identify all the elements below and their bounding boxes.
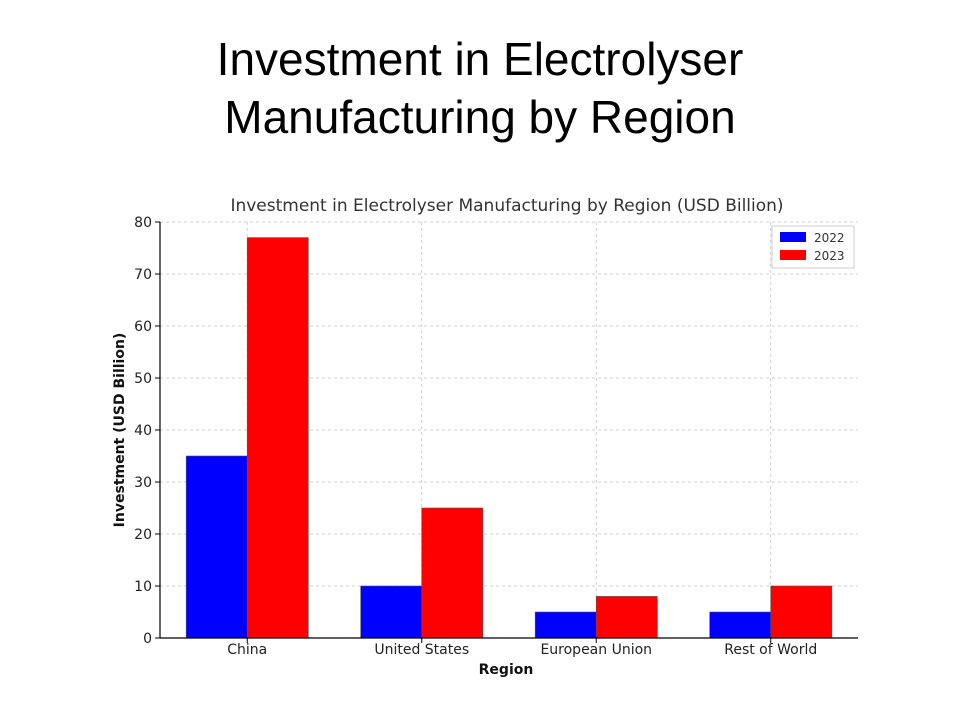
legend-swatch-2023	[780, 250, 806, 260]
bar-2023-china	[246, 237, 309, 639]
chart-title: Investment in Electrolyser Manufacturing…	[230, 196, 783, 216]
bar-2022-rest-of-world	[709, 611, 772, 639]
bars	[185, 237, 833, 639]
y-tick-label: 10	[134, 579, 152, 595]
legend-swatch-2022	[780, 232, 806, 242]
x-tick-label: China	[227, 642, 267, 658]
y-tick-label: 40	[134, 423, 152, 439]
y-tick-label: 20	[134, 527, 152, 543]
bar-2023-united-states	[421, 507, 484, 639]
bar-2023-european-union	[595, 596, 658, 639]
legend-label-2022: 2022	[814, 231, 845, 245]
bar-2022-european-union	[534, 611, 597, 639]
x-tick-label: United States	[374, 642, 469, 658]
y-axis-label: Investment (USD Billion)	[112, 333, 128, 528]
x-axis-label: Region	[479, 662, 534, 678]
bar-2023-rest-of-world	[770, 585, 833, 639]
slide-title-line-1: Investment in Electrolyser	[216, 33, 744, 85]
bar-2022-china	[185, 455, 248, 639]
axes	[155, 221, 858, 643]
slide-title: Investment in Electrolyser Manufacturing…	[0, 30, 960, 146]
x-tick-label: Rest of World	[724, 642, 817, 658]
y-tick-label: 80	[134, 215, 152, 231]
y-tick-label: 30	[134, 475, 152, 491]
y-tick-label: 70	[134, 267, 152, 283]
x-tick-labels: China United States European Union Rest of …	[227, 642, 817, 658]
y-tick-label: 50	[134, 371, 152, 387]
legend-label-2023: 2023	[814, 249, 845, 263]
slide-title-line-2: Manufacturing by Region	[224, 91, 736, 143]
legend: 2022 2023	[771, 225, 855, 269]
y-tick-labels: 0 10 20 30 40 50 60 70 80	[134, 215, 152, 647]
bar-2022-united-states	[360, 585, 423, 639]
y-tick-label: 0	[143, 631, 152, 647]
x-tick-label: European Union	[540, 642, 652, 658]
y-tick-label: 60	[134, 319, 152, 335]
